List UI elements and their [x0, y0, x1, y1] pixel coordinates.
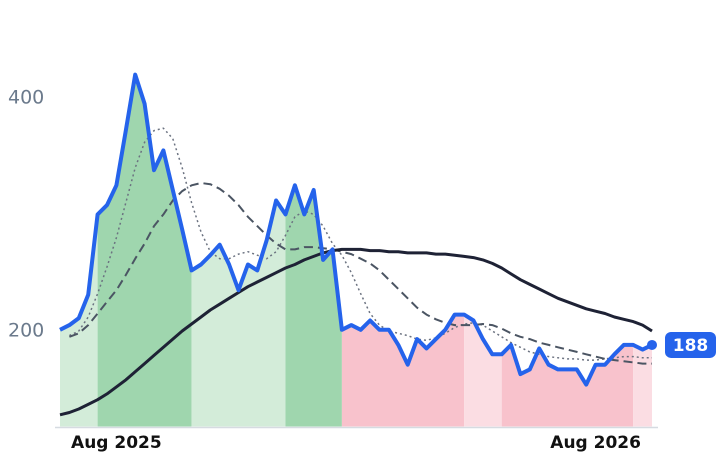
series-line [69, 127, 652, 361]
series-line [69, 182, 652, 365]
last-point [647, 339, 657, 350]
value-badge-label: 188 [673, 336, 709, 356]
series-line [59, 72, 653, 387]
y-tick-label: 200 [8, 319, 44, 341]
band-area [97, 74, 192, 427]
band-area [285, 185, 342, 427]
y-tick-label: 400 [8, 86, 44, 108]
x-tick-label: Aug 2026 [550, 433, 641, 453]
series-line [59, 247, 653, 417]
band-area [633, 344, 652, 427]
x-tick-label: Aug 2025 [71, 433, 162, 453]
band-area [464, 314, 502, 427]
value-badge [665, 331, 716, 358]
